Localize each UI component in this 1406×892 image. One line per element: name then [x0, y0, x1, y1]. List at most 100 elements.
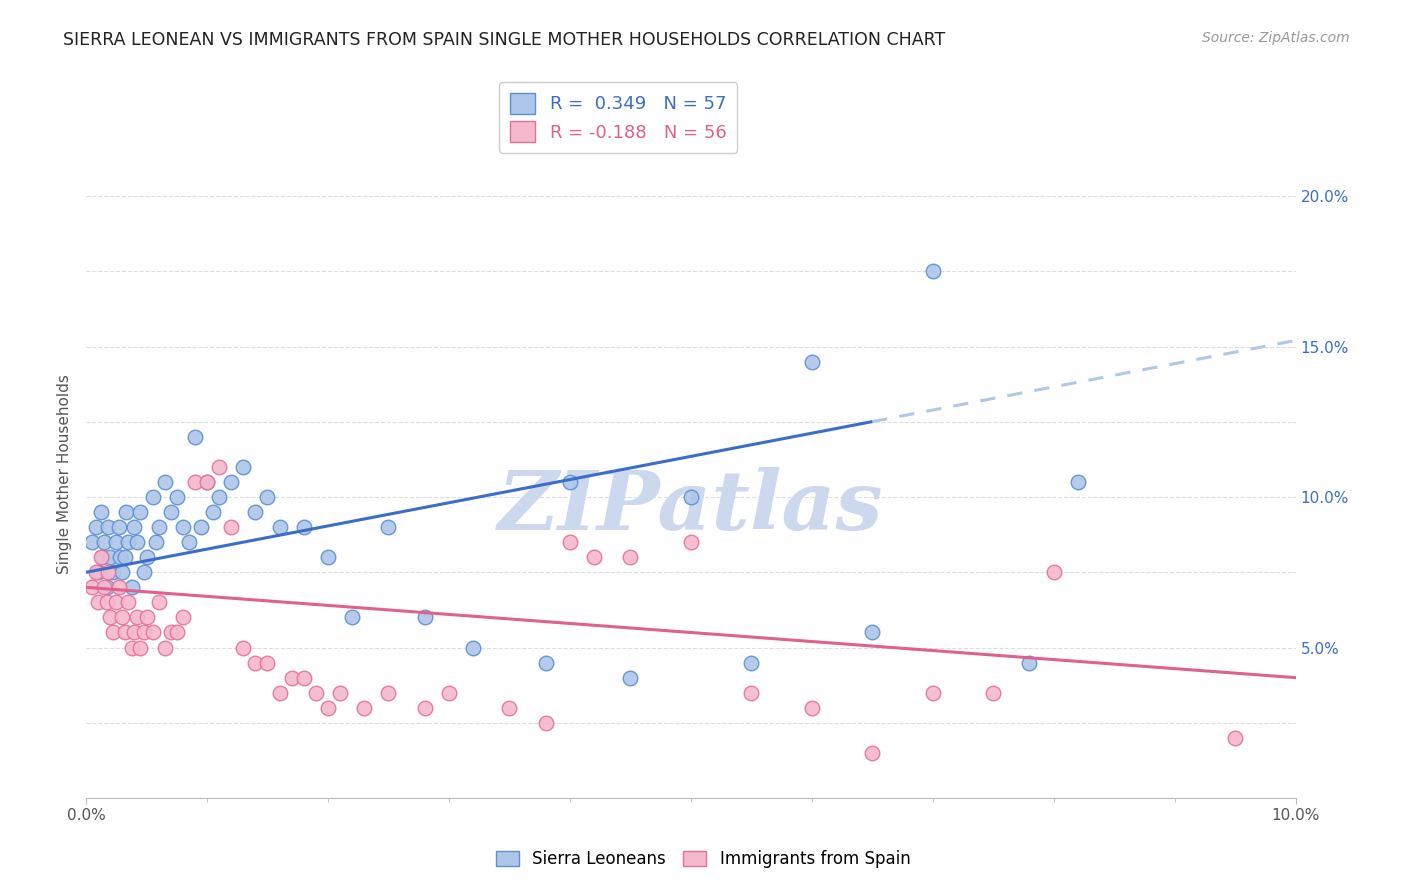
Point	[129, 640, 152, 655]
Point	[135, 610, 157, 624]
Point	[377, 520, 399, 534]
Point	[145, 535, 167, 549]
Point	[558, 535, 581, 549]
Point	[860, 746, 883, 760]
Point	[316, 550, 339, 565]
Point	[679, 535, 702, 549]
Point	[534, 656, 557, 670]
Point	[142, 625, 165, 640]
Point	[619, 550, 641, 565]
Text: Source: ZipAtlas.com: Source: ZipAtlas.com	[1202, 31, 1350, 45]
Point	[232, 640, 254, 655]
Point	[125, 535, 148, 549]
Text: ZIPatlas: ZIPatlas	[498, 467, 883, 547]
Point	[97, 520, 120, 534]
Point	[90, 550, 112, 565]
Point	[107, 520, 129, 534]
Point	[534, 715, 557, 730]
Point	[245, 656, 267, 670]
Point	[219, 520, 242, 534]
Point	[981, 686, 1004, 700]
Point	[101, 566, 124, 580]
Point	[280, 671, 302, 685]
Legend: R =  0.349   N = 57, R = -0.188   N = 56: R = 0.349 N = 57, R = -0.188 N = 56	[499, 82, 737, 153]
Point	[195, 475, 218, 489]
Point	[159, 625, 181, 640]
Point	[305, 686, 328, 700]
Point	[142, 490, 165, 504]
Point	[101, 625, 124, 640]
Point	[115, 505, 138, 519]
Point	[90, 550, 112, 565]
Point	[98, 610, 121, 624]
Point	[96, 580, 118, 594]
Point	[108, 550, 131, 565]
Point	[329, 686, 352, 700]
Point	[90, 505, 112, 519]
Point	[98, 550, 121, 565]
Text: SIERRA LEONEAN VS IMMIGRANTS FROM SPAIN SINGLE MOTHER HOUSEHOLDS CORRELATION CHA: SIERRA LEONEAN VS IMMIGRANTS FROM SPAIN …	[63, 31, 945, 49]
Point	[105, 535, 128, 549]
Y-axis label: Single Mother Households: Single Mother Households	[58, 375, 72, 574]
Point	[184, 430, 207, 444]
Point	[413, 610, 436, 624]
Point	[134, 625, 156, 640]
Point	[256, 656, 278, 670]
Point	[800, 354, 823, 368]
Point	[921, 686, 943, 700]
Point	[93, 535, 115, 549]
Point	[125, 610, 148, 624]
Point	[269, 686, 291, 700]
Point	[413, 700, 436, 714]
Point	[111, 566, 134, 580]
Point	[107, 580, 129, 594]
Point	[340, 610, 363, 624]
Point	[245, 505, 267, 519]
Point	[114, 625, 136, 640]
Point	[1223, 731, 1246, 745]
Point	[87, 566, 110, 580]
Point	[93, 580, 115, 594]
Point	[82, 535, 104, 549]
Point	[292, 671, 315, 685]
Point	[124, 625, 146, 640]
Point	[177, 535, 200, 549]
Point	[232, 459, 254, 474]
Point	[219, 475, 242, 489]
Point	[172, 610, 194, 624]
Point	[256, 490, 278, 504]
Point	[114, 550, 136, 565]
Point	[129, 505, 152, 519]
Point	[202, 505, 225, 519]
Point	[166, 490, 188, 504]
Point	[461, 640, 484, 655]
Point	[184, 475, 207, 489]
Point	[208, 490, 231, 504]
Point	[269, 520, 291, 534]
Point	[117, 535, 139, 549]
Point	[111, 610, 134, 624]
Point	[172, 520, 194, 534]
Point	[84, 566, 107, 580]
Point	[148, 595, 170, 609]
Point	[124, 520, 146, 534]
Point	[316, 700, 339, 714]
Point	[1067, 475, 1090, 489]
Point	[121, 580, 143, 594]
Point	[96, 595, 118, 609]
Point	[190, 520, 212, 534]
Point	[860, 625, 883, 640]
Point	[82, 580, 104, 594]
Point	[148, 520, 170, 534]
Point	[153, 475, 176, 489]
Point	[292, 520, 315, 534]
Point	[377, 686, 399, 700]
Point	[135, 550, 157, 565]
Point	[153, 640, 176, 655]
Point	[159, 505, 181, 519]
Point	[583, 550, 606, 565]
Point	[84, 520, 107, 534]
Point	[558, 475, 581, 489]
Point	[800, 700, 823, 714]
Point	[117, 595, 139, 609]
